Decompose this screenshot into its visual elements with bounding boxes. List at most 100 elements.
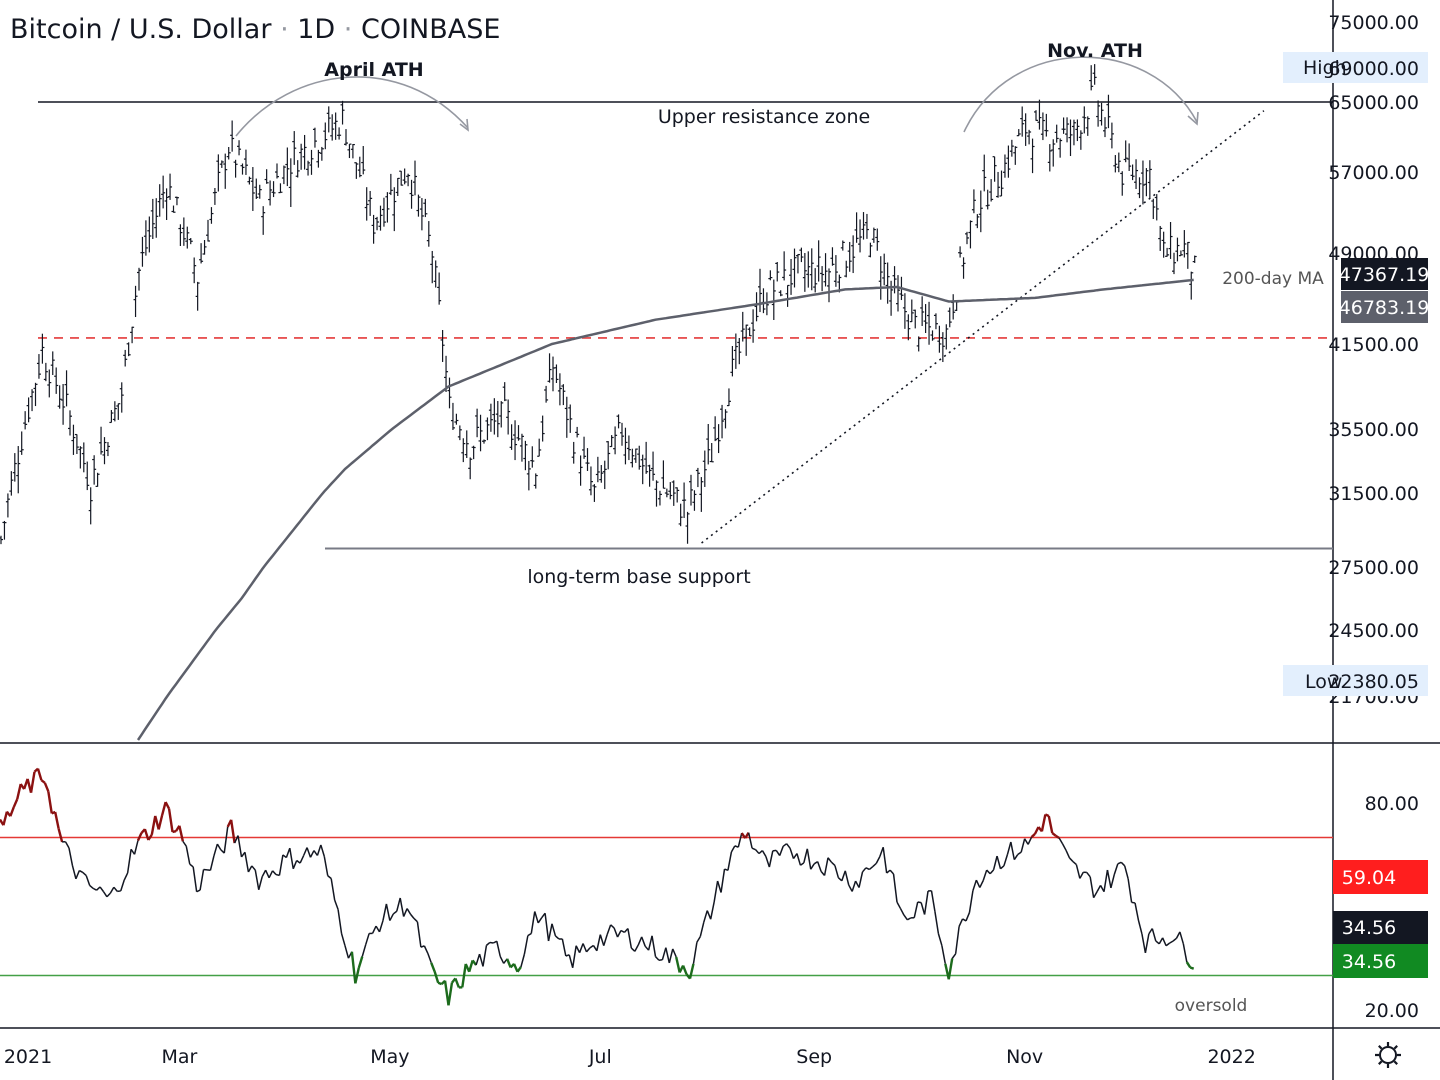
rsi-segment	[244, 852, 250, 873]
rsi-segment	[668, 948, 674, 964]
rsi-segment	[47, 791, 53, 814]
ohlc-bar	[64, 370, 69, 407]
ohlc-bar	[671, 480, 676, 506]
ohlc-bar	[626, 435, 631, 461]
ohlc-bar	[68, 410, 72, 436]
rsi-segment	[233, 835, 239, 844]
ohlc-bar	[26, 397, 31, 423]
ohlc-bar	[526, 460, 531, 491]
ohlc-bar	[633, 448, 638, 463]
rsi-segment	[851, 880, 857, 892]
ohlc-bar	[523, 440, 528, 471]
rsi-segment	[147, 834, 153, 841]
rsi-segment	[29, 771, 36, 793]
ohlc-bar	[312, 127, 317, 148]
april-ath-arrowhead	[459, 118, 469, 132]
rsi-segment	[12, 798, 19, 808]
ohlc-bar	[364, 187, 369, 221]
ohlc-bar	[150, 198, 155, 239]
ohlc-bar	[219, 160, 224, 168]
rsi-segment	[192, 866, 198, 892]
rsi-segment	[578, 943, 584, 953]
ohlc-bar	[927, 301, 932, 345]
rsi-segment	[737, 832, 743, 848]
rsi-segment	[409, 913, 415, 919]
ohlc-bar	[861, 212, 866, 240]
ohlc-bar	[1092, 64, 1097, 85]
rsi-segment	[858, 871, 864, 888]
ohlc-bar	[706, 423, 711, 465]
rsi-segment	[1161, 937, 1167, 947]
ohlc-bar	[54, 367, 59, 394]
rsi-segment	[765, 856, 771, 868]
ohlc-bar	[678, 503, 683, 527]
ohlc-bar	[40, 333, 45, 364]
rsi-segment	[706, 910, 712, 920]
ohlc-bar	[1016, 129, 1021, 137]
rsi-segment	[150, 815, 157, 836]
ohlc-bar	[799, 247, 804, 263]
rsi-segment	[1089, 876, 1095, 898]
rsi-line[interactable]	[0, 767, 1195, 1006]
ohlc-bar	[588, 466, 593, 496]
rsi-segment	[727, 851, 733, 871]
rsi-segment	[292, 860, 298, 870]
settings-gear-icon[interactable]	[1375, 1042, 1401, 1068]
rsi-segment	[320, 844, 326, 857]
rsi-segment	[786, 843, 791, 849]
rsi-segment	[68, 847, 74, 866]
ohlc-bar	[354, 162, 359, 179]
rising-trendline[interactable]	[701, 110, 1265, 544]
rsi-segment	[306, 847, 312, 858]
time-axis-ticks: 2021 Mar May Jul Sep Nov 2022	[4, 1046, 1256, 1068]
rsi-segment	[520, 953, 526, 968]
rsi-segment	[747, 832, 753, 849]
rsi-segment	[937, 933, 943, 946]
rsi-segment	[1068, 857, 1074, 863]
ohlc-bar	[419, 198, 424, 231]
ohlc-bar	[954, 301, 959, 311]
rsi-segment	[844, 870, 850, 886]
rsi-segment	[716, 880, 722, 893]
rsi-segment	[651, 935, 657, 957]
ohlc-bar	[816, 240, 821, 282]
rsi-segment	[254, 870, 260, 890]
rsi-segment	[330, 878, 336, 901]
rsi-segment	[903, 914, 908, 921]
ohlc-bar	[243, 149, 248, 175]
ohlc-bar	[192, 257, 197, 284]
rsi-segment	[654, 956, 660, 961]
rsi-segment	[889, 869, 895, 875]
rsi-segment	[616, 930, 622, 938]
rsi-segment	[344, 945, 350, 959]
ohlc-bar	[147, 216, 152, 253]
ohlc-bar	[1085, 116, 1090, 136]
rsi-segment	[992, 855, 998, 871]
ohlc-bar	[644, 441, 649, 474]
rsi-segment	[1106, 869, 1112, 889]
ohlc-bar	[578, 455, 583, 486]
ohlc-bar	[944, 324, 949, 350]
rsi-segment	[337, 909, 343, 934]
ohlc-bar	[188, 238, 193, 245]
ohlc-bar	[871, 227, 876, 243]
ohlc-bar	[506, 399, 511, 435]
ma200-line[interactable]	[136, 278, 1194, 741]
rsi-segment	[1092, 891, 1098, 899]
ohlc-bar	[399, 170, 404, 186]
rsi-segment	[92, 887, 97, 891]
ma-value: 46783.19	[1339, 297, 1430, 319]
rsi-segment	[229, 819, 236, 844]
ohlc-bar	[499, 401, 504, 428]
rsi-segment	[413, 917, 418, 923]
rsi-segment	[1047, 815, 1054, 834]
upper-resistance-label: Upper resistance zone	[658, 106, 870, 128]
rsi-segment	[178, 825, 185, 842]
rsi-segment	[1103, 869, 1109, 892]
ohlc-bar	[689, 474, 693, 506]
high-value: 69000.00	[1328, 58, 1419, 80]
ohlc-bar	[92, 455, 97, 485]
ohlc-bar	[516, 425, 521, 441]
rsi-segment	[299, 855, 305, 864]
